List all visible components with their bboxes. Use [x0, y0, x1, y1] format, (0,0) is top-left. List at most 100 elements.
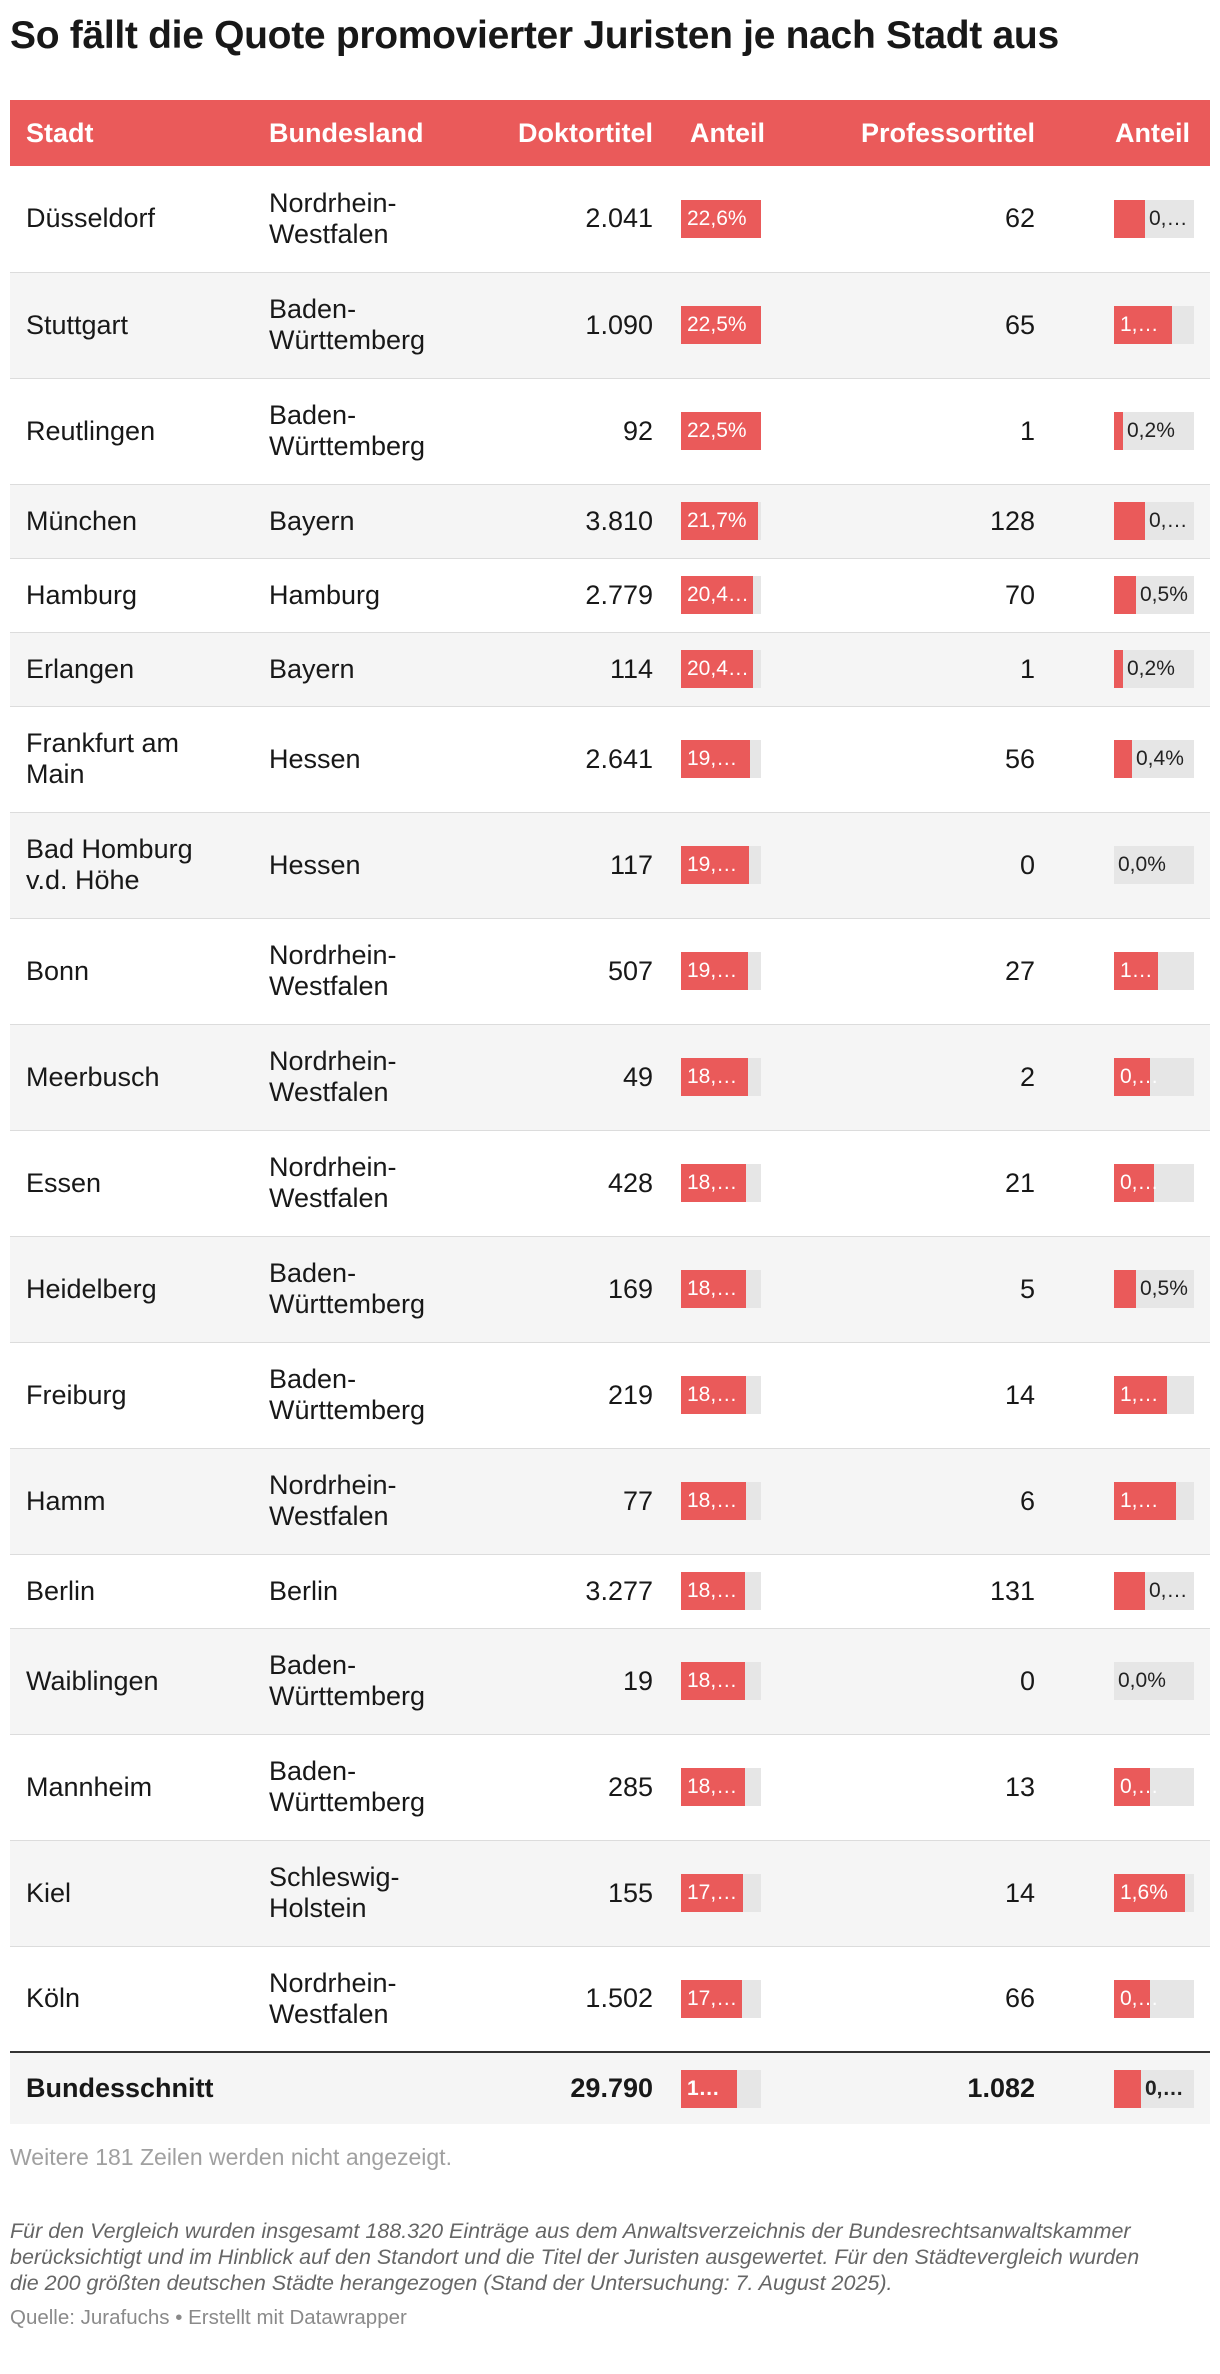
- cell-bundesland: Nordrhein- Westfalen: [253, 166, 463, 273]
- anteil-professor-bar: 1,…: [1114, 306, 1194, 344]
- col-header-stadt[interactable]: Stadt: [26, 117, 94, 148]
- anteil-doktor-label: 19,…: [687, 747, 738, 770]
- summary-professortitel: 1.082: [777, 2051, 1051, 2124]
- anteil-doktor-bar: 20,4…: [681, 650, 761, 688]
- cell-professortitel: 0: [777, 1628, 1051, 1735]
- anteil-doktor-label: 17,…: [687, 1986, 738, 2010]
- col-header-professortitel[interactable]: Professortitel: [860, 117, 1035, 148]
- anteil-professor-bar-fill: [1114, 576, 1136, 614]
- col-header-anteil-professor[interactable]: Anteil: [1114, 117, 1190, 148]
- col-header-anteil-doktor[interactable]: Anteil: [689, 117, 765, 148]
- anteil-professor-label: 1,…: [1120, 1489, 1159, 1512]
- cell-doktortitel: 169: [463, 1236, 669, 1343]
- summary-bundesland: [253, 2051, 463, 2124]
- anteil-doktor-bar-fill: [681, 740, 750, 778]
- anteil-professor-cell: 0,4%: [1051, 706, 1210, 813]
- anteil-professor-bar: 0,…: [1114, 1164, 1194, 1202]
- anteil-professor-cell: 0,…: [1051, 1024, 1210, 1131]
- anteil-doktor-bar-fill: [681, 1874, 743, 1912]
- anteil-professor-label: 0,4%: [1136, 747, 1184, 770]
- anteil-doktor-label: 18,…: [687, 1489, 738, 1512]
- cell-doktortitel: 1.090: [463, 272, 669, 379]
- cell-stadt: Essen: [10, 1130, 253, 1237]
- data-table: Stadt Bundesland Doktortitel Anteil Prof…: [10, 100, 1210, 2124]
- cell-doktortitel: 2.041: [463, 166, 669, 273]
- table-row: Frankfurt am Main Hessen 2.641 19,… 56 0,4%: [10, 706, 1210, 813]
- anteil-professor-bar-fill: [1114, 502, 1145, 540]
- anteil-professor-bar: 0,5%: [1114, 576, 1194, 614]
- anteil-doktor-bar: 18,…: [681, 1768, 761, 1806]
- anteil-professor-label: 0,…: [1149, 206, 1188, 230]
- cell-doktortitel: 285: [463, 1734, 669, 1841]
- anteil-professor-cell: 1,6%: [1051, 1840, 1210, 1947]
- table-row: Meerbusch Nordrhein- Westfalen 49 18,… 2 0,…: [10, 1024, 1210, 1131]
- cell-bundesland: Nordrhein- Westfalen: [269, 1967, 397, 2029]
- anteil-doktor-bar: 17,…: [681, 1979, 761, 2018]
- cell-doktortitel: 155: [463, 1840, 669, 1947]
- col-header-doktortitel[interactable]: Doktortitel: [518, 117, 653, 148]
- cell-bundesland: Schleswig- Holstein: [253, 1840, 463, 1947]
- anteil-professor-cell: 0,…: [1051, 484, 1210, 559]
- anteil-professor-bar: 0,…: [1114, 1572, 1194, 1610]
- cell-professortitel: 131: [777, 1554, 1051, 1629]
- anteil-doktor-bar: 17,…: [681, 1874, 761, 1912]
- anteil-doktor-bar-fill: [681, 502, 758, 540]
- anteil-doktor-cell: 18,…: [669, 1236, 777, 1343]
- anteil-professor-bar-fill: [1114, 1376, 1167, 1414]
- cell-stadt: Kiel: [10, 1840, 253, 1947]
- anteil-professor-cell: 1,…: [1051, 272, 1210, 379]
- anteil-professor-label: 0,…: [1120, 1065, 1159, 1088]
- anteil-doktor-bar-fill: [681, 1979, 742, 2018]
- cell-doktortitel: 2.641: [463, 706, 669, 813]
- cell-professortitel: 5: [777, 1236, 1051, 1343]
- cell-bundesland: Baden- Württemberg: [253, 1236, 463, 1343]
- cell-bundesland: Baden- Württemberg: [253, 1734, 463, 1841]
- table-body: Düsseldorf Nordrhein- Westfalen 2.041 22,6% 6…: [10, 166, 1210, 2052]
- anteil-doktor-bar: 18,…: [681, 1572, 761, 1610]
- cell-professortitel: 2: [777, 1024, 1051, 1131]
- anteil-professor-cell: 1…: [1051, 918, 1210, 1025]
- anteil-professor-bar-fill: [1114, 952, 1158, 990]
- anteil-doktor-cell: 18,…: [669, 1734, 777, 1841]
- anteil-doktor-bar: 18,…: [681, 1376, 761, 1414]
- cell-stadt: Bonn: [10, 918, 253, 1025]
- anteil-doktor-cell: 20,4…: [669, 632, 777, 707]
- anteil-doktor-label: 18,…: [687, 1277, 738, 1300]
- summary-anteil-professor-bar: 0,…: [1114, 2069, 1194, 2108]
- anteil-doktor-bar-fill: [681, 1572, 745, 1610]
- anteil-doktor-label: 20,4…: [687, 657, 749, 680]
- summary-doktortitel: 29.790: [463, 2051, 669, 2124]
- cell-doktortitel: 92: [463, 378, 669, 485]
- anteil-professor-bar: 0,2%: [1114, 650, 1194, 688]
- summary-anteil-doktor-cell: 1…: [669, 2051, 777, 2124]
- cell-professortitel: 56: [777, 706, 1051, 813]
- summary-row: Bundesschnitt 29.790 1… 1.082 0,…: [10, 2051, 1210, 2124]
- anteil-doktor-bar-fill: [681, 1164, 746, 1202]
- table-row: München Bayern 3.810 21,7% 128 0,…: [10, 484, 1210, 559]
- anteil-professor-label: 0,5%: [1140, 1277, 1188, 1300]
- cell-stadt: Berlin: [10, 1554, 253, 1629]
- anteil-doktor-label: 22,5%: [687, 419, 747, 442]
- anteil-professor-cell: 0,0%: [1051, 1628, 1210, 1735]
- summary-anteil-doktor-bar-fill: [681, 2069, 737, 2108]
- table-row: Erlangen Bayern 114 20,4… 1 0,2%: [10, 632, 1210, 707]
- col-header-bundesland[interactable]: Bundesland: [269, 117, 424, 148]
- anteil-professor-bar: 0,4%: [1114, 740, 1194, 778]
- anteil-doktor-bar-fill: [681, 1662, 745, 1700]
- cell-doktortitel: 3.277: [463, 1554, 669, 1629]
- table-row: Köln Nordrhein- Westfalen 1.502 17,… 66 0,…: [10, 1946, 1210, 2052]
- cell-stadt: Mannheim: [10, 1734, 253, 1841]
- cell-bundesland: Baden- Württemberg: [253, 1628, 463, 1735]
- anteil-professor-label: 0,…: [1149, 1579, 1188, 1602]
- cell-doktortitel: 117: [463, 812, 669, 919]
- cell-doktortitel: 77: [463, 1448, 669, 1555]
- anteil-doktor-cell: 18,…: [669, 1024, 777, 1131]
- anteil-doktor-label: 18,…: [687, 1383, 738, 1406]
- cell-stadt: Waiblingen: [10, 1628, 253, 1735]
- summary-anteil-professor-bar-fill: [1114, 2069, 1141, 2108]
- cell-doktortitel: 219: [463, 1342, 669, 1449]
- chart-title: So fällt die Quote promovierter Juristen…: [10, 14, 1059, 57]
- table-row: Mannheim Baden- Württemberg 285 18,… 13 0,…: [10, 1734, 1210, 1841]
- cell-doktortitel: 49: [463, 1024, 669, 1131]
- summary-anteil-doktor-label: 1…: [687, 2076, 720, 2100]
